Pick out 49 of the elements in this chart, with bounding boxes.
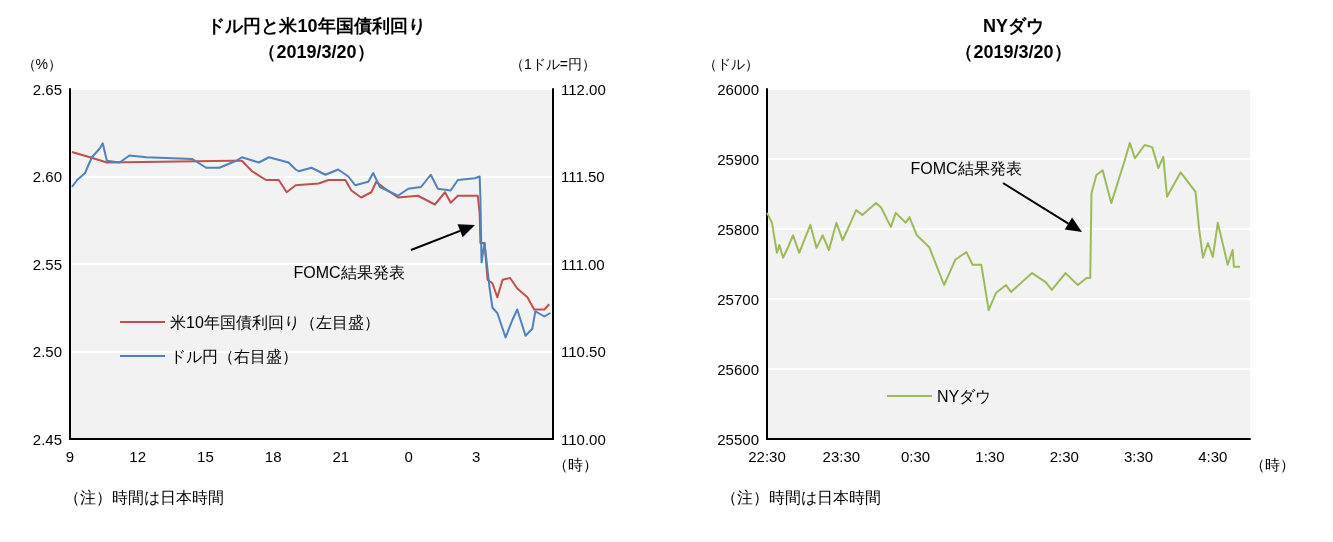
- y-tick-label: 25900: [717, 150, 759, 168]
- annotation: FOMC結果発表: [293, 263, 405, 281]
- x-tick-label: 4:30: [1198, 448, 1228, 465]
- y2-axis-title: （1ドル=円）: [510, 56, 596, 72]
- y-tick-label: 2.45: [32, 430, 62, 448]
- x-tick-label: 12: [129, 448, 147, 465]
- x-axis-title: （時）: [553, 456, 598, 473]
- y2-tick-label: 110.00: [561, 430, 606, 448]
- x-tick-label: 0:30: [901, 448, 931, 465]
- y-tick-label: 2.65: [32, 80, 62, 98]
- y2-tick-label: 111.00: [561, 255, 605, 273]
- x-tick-label: 23:30: [822, 448, 861, 465]
- x-tick-label: 15: [197, 448, 214, 465]
- y-tick-label: 26000: [717, 80, 759, 98]
- text: （注）時間は日本時間: [64, 488, 224, 506]
- line-series: [766, 141, 1242, 312]
- y-tick-label: 25700: [717, 290, 759, 308]
- y2-tick-label: 111.50: [561, 168, 605, 185]
- y-tick-label: 25500: [717, 430, 759, 448]
- x-tick-label: 1:30: [975, 448, 1005, 465]
- legend-label: ドル円（右目盛）: [170, 347, 298, 365]
- y-tick-label: 25600: [717, 360, 759, 378]
- y-tick-label: 2.50: [32, 343, 62, 360]
- y2-tick-label: 110.50: [561, 343, 606, 360]
- y2-tick-label: 112.00: [561, 80, 606, 98]
- x-tick-label: 22:30: [748, 448, 786, 465]
- x-tick-label: 3:30: [1123, 448, 1154, 465]
- text: （注）時間は日本時間: [721, 488, 881, 506]
- line-series: [70, 142, 552, 339]
- legend-label: 米10年国債利回り（左目盛）: [170, 313, 380, 331]
- x-tick-label: 21: [332, 448, 350, 465]
- chart-title: ドル円と米10年国債利回り: [207, 16, 426, 36]
- chart-subtitle: （2019/3/20）: [258, 42, 375, 62]
- line-series: [70, 151, 551, 311]
- x-tick-label: 2:30: [1049, 448, 1079, 465]
- annotation: FOMC結果発表: [910, 159, 1022, 177]
- y-tick-label: 25800: [717, 220, 759, 238]
- y-tick-label: 2.60: [32, 168, 62, 185]
- x-tick-label: 9: [65, 448, 75, 465]
- chart-subtitle: （2019/3/20）: [955, 42, 1072, 62]
- y-axis-title: （ドル）: [703, 56, 759, 72]
- x-tick-label: 3: [472, 448, 481, 465]
- x-tick-label: 18: [264, 448, 282, 465]
- x-tick-label: 0: [404, 448, 413, 465]
- legend-label: NYダウ: [937, 387, 992, 405]
- y-tick-label: 2.55: [32, 255, 62, 273]
- x-axis-title: （時）: [1250, 456, 1295, 473]
- y-axis-title: （%）: [21, 56, 62, 72]
- chart-title: NYダウ: [982, 16, 1045, 36]
